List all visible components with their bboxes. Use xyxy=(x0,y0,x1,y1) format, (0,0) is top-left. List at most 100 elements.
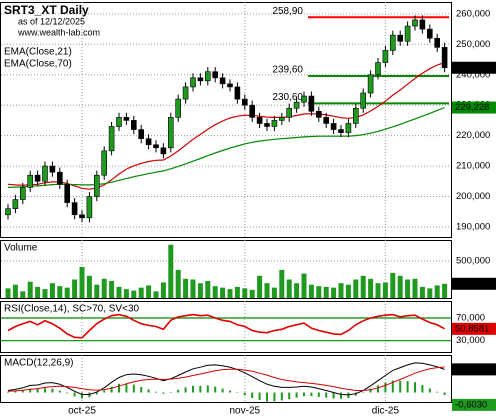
histogram-bar xyxy=(192,385,194,393)
candle-body xyxy=(145,138,152,146)
y-tick-label: 70,000 xyxy=(456,313,485,324)
histogram-bar xyxy=(110,386,113,393)
last-value-label: -0,6030 xyxy=(455,399,487,410)
volume-bar xyxy=(427,288,433,298)
y-tick-label: 220,000 xyxy=(456,130,490,141)
candle-body xyxy=(404,25,411,42)
candle-body xyxy=(308,95,315,112)
volume-bar xyxy=(20,291,26,298)
volume-bar xyxy=(368,278,374,298)
macd-line xyxy=(7,362,445,396)
histogram-bar xyxy=(251,392,254,399)
histogram-bar xyxy=(66,392,69,394)
candle-body xyxy=(205,71,211,82)
volume-bar xyxy=(382,282,388,298)
histogram-bar xyxy=(29,388,32,393)
candle-body xyxy=(56,171,63,185)
volume-bar xyxy=(183,278,189,298)
candle-body xyxy=(219,77,226,85)
histogram-bar xyxy=(44,388,46,393)
candle-body xyxy=(182,86,189,100)
histogram-bar xyxy=(184,387,187,393)
volume-bar xyxy=(338,283,344,298)
last-value-label: 50,8581 xyxy=(455,323,489,334)
panel-title: RSI(Close,14), SC>70, SV<30 xyxy=(4,304,140,315)
candle-body xyxy=(315,110,322,118)
volume-bar xyxy=(353,279,359,298)
histogram-bar xyxy=(243,392,246,396)
volume-bar xyxy=(286,279,292,298)
macd-line xyxy=(7,366,445,392)
last-value-box xyxy=(452,398,496,411)
y-tick-label: 240,000 xyxy=(456,69,490,80)
candle-body xyxy=(286,107,293,118)
volume-bar xyxy=(94,284,100,298)
histogram-bar xyxy=(369,388,372,393)
volume-bar xyxy=(197,283,203,298)
candle-body xyxy=(212,71,218,79)
histogram-bar xyxy=(280,392,283,401)
candle-body xyxy=(426,28,433,39)
volume-bar xyxy=(264,283,270,298)
last-value-label: 242,300 xyxy=(455,62,489,73)
volume-bar xyxy=(138,287,144,298)
candle-body xyxy=(375,62,381,76)
last-value-label: 5,8610 xyxy=(455,364,484,375)
volume-bar xyxy=(49,283,55,298)
histogram-bar xyxy=(147,389,150,393)
volume-bar xyxy=(301,273,307,298)
y-tick-label: 250,000 xyxy=(456,39,490,50)
volume-bar xyxy=(242,288,248,298)
volume-bar xyxy=(64,287,70,298)
y-tick-label: 500,000 xyxy=(456,256,490,267)
volume-bar xyxy=(86,275,92,298)
candle-body xyxy=(242,98,248,106)
histogram-bar xyxy=(162,392,165,394)
ema-line xyxy=(7,62,445,190)
volume-bar xyxy=(345,284,351,298)
legend-entry: EMA(Close,21) xyxy=(4,47,72,58)
candle-body xyxy=(382,50,389,63)
volume-bar xyxy=(27,281,33,298)
candle-body xyxy=(71,202,78,216)
volume-bar xyxy=(212,286,218,298)
volume-bar xyxy=(412,278,418,298)
candle-body xyxy=(249,104,255,118)
candle-body xyxy=(153,144,159,149)
volume-bar xyxy=(12,284,18,298)
histogram-bar xyxy=(266,392,268,402)
volume-bar xyxy=(331,287,337,298)
legend-entry: EMA(Close,70) xyxy=(4,59,72,70)
panel-title: MACD(12,26,9) xyxy=(4,358,73,369)
candle-body xyxy=(441,47,448,69)
y-tick-label: 210,000 xyxy=(456,161,490,172)
volume-bar xyxy=(160,282,166,298)
panel-title: Volume xyxy=(4,243,38,254)
volume-bar xyxy=(35,286,41,298)
volume-bar xyxy=(205,280,211,298)
candle-body xyxy=(12,199,19,209)
candle-body xyxy=(397,34,404,42)
histogram-bar xyxy=(103,390,106,393)
histogram-bar xyxy=(399,380,402,393)
last-value-label: 229,228 xyxy=(455,102,489,113)
volume-bar xyxy=(294,283,300,298)
volume-bar xyxy=(116,286,122,298)
histogram-bar xyxy=(288,392,291,400)
histogram-bar xyxy=(414,382,416,393)
histogram-bar xyxy=(377,385,379,393)
volume-bar xyxy=(109,280,115,298)
histogram-bar xyxy=(58,390,61,393)
last-value-box xyxy=(452,277,496,290)
candle-body xyxy=(34,174,41,182)
volume-bar xyxy=(101,278,107,298)
candle-body xyxy=(131,120,137,130)
x-tick-label: nov-25 xyxy=(230,406,261,417)
y-tick-label: 200,000 xyxy=(456,191,490,202)
volume-bar xyxy=(375,283,381,298)
histogram-bar xyxy=(317,392,320,397)
histogram-bar xyxy=(258,392,261,401)
candle-body xyxy=(175,98,181,118)
histogram-bar xyxy=(169,392,172,393)
candle-body xyxy=(271,120,278,127)
